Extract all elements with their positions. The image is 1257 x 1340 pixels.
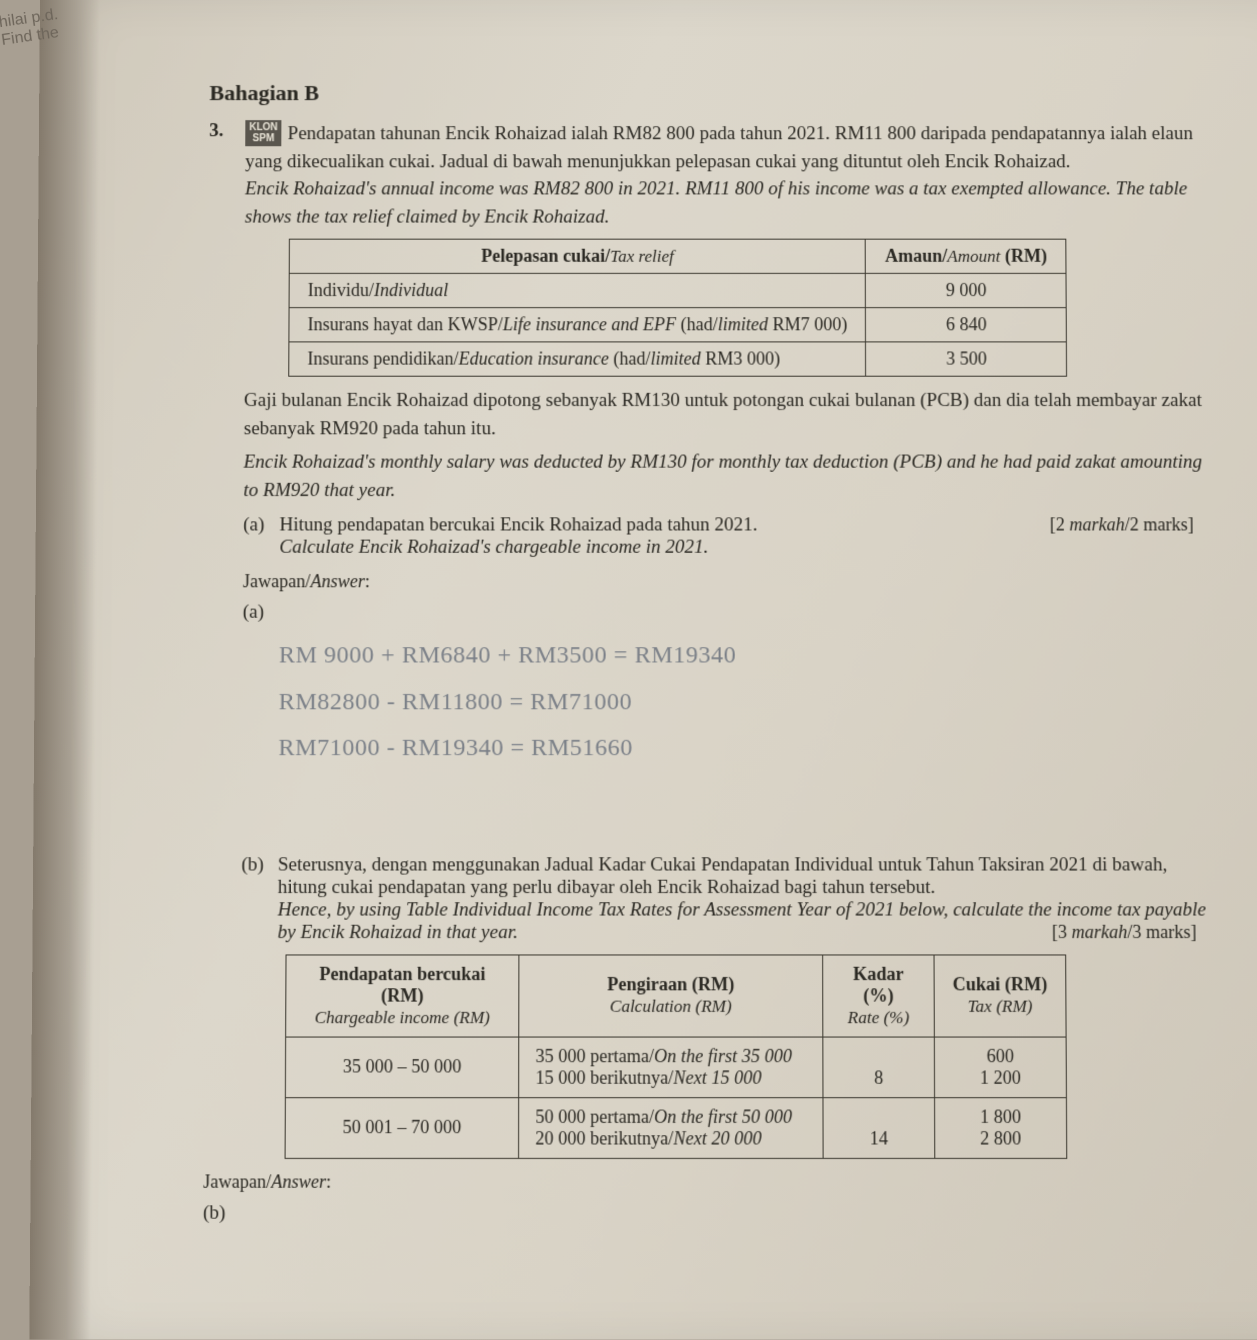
handwritten-line: RM82800 - RM11800 = RM71000: [279, 679, 1206, 725]
question-row: 3. KLONSPMPendapatan tahunan Encik Rohai…: [209, 120, 1202, 231]
th-income: Pendapatan bercukai (RM)Chargeable incom…: [286, 955, 519, 1037]
part-b-label: (b): [241, 854, 270, 944]
range-cell: 50 001 – 70 000: [285, 1097, 519, 1158]
table-row: Individu/Individual 9 000: [289, 274, 1067, 308]
part-a-marks: [2 markah/2 marks]: [1050, 515, 1194, 536]
page-content: Bahagian B 3. KLONSPMPendapatan tahunan …: [203, 80, 1209, 1233]
th-rate: Kadar (%)Rate (%): [823, 955, 935, 1037]
answer-a-label: (a): [243, 599, 1205, 627]
book-spine: [29, 0, 100, 1340]
relief-cell: Insurans hayat dan KWSP/Life insurance a…: [289, 308, 866, 342]
handwritten-line: RM71000 - RM19340 = RM51660: [278, 726, 1205, 772]
q-ms: Pendapatan tahunan Encik Rohaizad ialah …: [245, 123, 1193, 172]
table-header-row: Pendapatan bercukai (RM)Chargeable incom…: [286, 955, 1066, 1037]
table-header-row: Pelepasan cukai/Tax relief Amaun/Amount …: [289, 239, 1066, 273]
relief-cell: Individu/Individual: [289, 274, 866, 308]
table-row: 35 000 – 50 000 35 000 pertama/On the fi…: [285, 1037, 1066, 1098]
part-b: (b) Seterusnya, dengan menggunakan Jadua…: [241, 854, 1207, 944]
tax-cell: 6001 200: [934, 1037, 1066, 1098]
section-title: Bahagian B: [209, 80, 1200, 106]
klon-spm-badge: KLONSPM: [245, 120, 282, 146]
relief-cell: Insurans pendidikan/Education insurance …: [289, 342, 866, 376]
amount-cell: 6 840: [866, 308, 1067, 342]
tax-cell: 1 8002 800: [935, 1097, 1067, 1158]
table-row: 50 001 – 70 000 50 000 pertama/On the fi…: [285, 1097, 1067, 1158]
amount-cell: 9 000: [866, 274, 1067, 308]
question-number: 3.: [209, 120, 236, 231]
part-b-marks: [3 markah/3 marks]: [1052, 921, 1197, 943]
question-text-ms: KLONSPMPendapatan tahunan Encik Rohaizad…: [245, 120, 1201, 175]
rate-cell: 14: [823, 1097, 935, 1158]
th-tax: Cukai (RM)Tax (RM): [934, 955, 1066, 1037]
part-b-ms: Seterusnya, dengan menggunakan Jadual Ka…: [278, 854, 1168, 898]
part-a: (a) Hitung pendapatan bercukai Encik Roh…: [243, 515, 1204, 560]
page-surface: Bahagian B 3. KLONSPMPendapatan tahunan …: [29, 0, 1257, 1340]
part-a-label: (a): [243, 515, 271, 560]
calc-cell: 50 000 pertama/On the first 50 000 20 00…: [519, 1097, 824, 1158]
paragraph-2-ms: Gaji bulanan Encik Rohaizad dipotong seb…: [244, 387, 1204, 443]
part-a-ms: Hitung pendapatan bercukai Encik Rohaiza…: [279, 515, 757, 536]
range-cell: 35 000 – 50 000: [285, 1037, 518, 1098]
tax-rate-table: Pendapatan bercukai (RM)Chargeable incom…: [285, 954, 1068, 1158]
header-relief: Pelepasan cukai/Tax relief: [289, 239, 866, 273]
part-b-block: (b) Seterusnya, dengan menggunakan Jadua…: [203, 854, 1209, 1227]
table-row: Insurans pendidikan/Education insurance …: [289, 342, 1067, 376]
handwritten-line: RM 9000 + RM6840 + RM3500 = RM19340: [279, 633, 1205, 679]
header-amount: Amaun/Amount (RM): [866, 239, 1067, 273]
calc-cell: 35 000 pertama/On the first 35 000 15 00…: [519, 1037, 823, 1098]
answer-b-sublabel: (b): [203, 1199, 1209, 1227]
th-calc: Pengiraan (RM)Calculation (RM): [519, 955, 823, 1037]
question-text-en: Encik Rohaizad's annual income was RM82 …: [245, 175, 1202, 230]
rate-cell: 8: [823, 1037, 935, 1098]
table-row: Insurans hayat dan KWSP/Life insurance a…: [289, 308, 1067, 342]
answer-label-b: Jawapan/Answer:: [203, 1171, 1208, 1193]
relief-table: Pelepasan cukai/Tax relief Amaun/Amount …: [288, 239, 1067, 377]
part-a-en: Calculate Encik Rohaizad's chargeable in…: [279, 537, 708, 558]
paragraph-2-en: Encik Rohaizad's monthly salary was dedu…: [243, 449, 1203, 505]
amount-cell: 3 500: [866, 342, 1067, 376]
answer-label: Jawapan/Answer:: [243, 571, 1204, 592]
